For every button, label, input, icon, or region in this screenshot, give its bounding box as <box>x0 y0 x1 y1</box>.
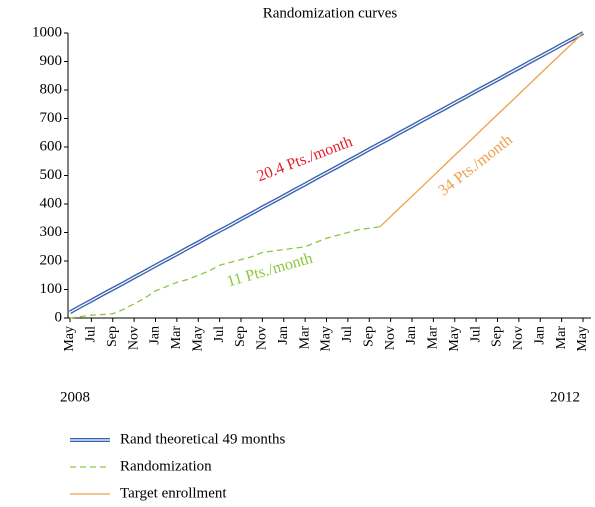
x-tick-label: May <box>319 326 334 352</box>
y-tick-label: 900 <box>40 53 63 69</box>
x-tick-label: Sep <box>490 326 505 347</box>
x-tick-label: Jul <box>84 326 99 342</box>
year-label: 2012 <box>550 389 580 405</box>
chart-title: Randomization curves <box>263 5 398 21</box>
y-tick-label: 700 <box>40 110 63 126</box>
x-tick-label: Mar <box>554 326 569 350</box>
y-tick-label: 1000 <box>32 24 62 40</box>
x-tick-label: Nov <box>126 326 141 350</box>
x-tick-label: Jul <box>212 326 227 342</box>
x-tick-label: Jan <box>276 326 291 345</box>
y-tick-label: 300 <box>40 224 63 240</box>
x-tick-label: Jul <box>340 326 355 342</box>
y-tick-label: 0 <box>55 309 63 325</box>
annotation: 20.4 Pts./month <box>255 133 355 185</box>
x-tick-label: Mar <box>169 326 184 350</box>
y-tick-label: 600 <box>40 138 63 154</box>
x-tick-label: Jan <box>404 326 419 345</box>
y-tick-label: 100 <box>40 281 63 297</box>
x-tick-label: Jan <box>148 326 163 345</box>
series-line-inner <box>69 32 584 313</box>
annotation: 11 Pts./month <box>225 250 315 291</box>
x-tick-label: Sep <box>105 326 120 347</box>
x-tick-label: Nov <box>255 326 270 350</box>
series-line <box>69 226 381 319</box>
series-line <box>379 32 584 228</box>
y-tick-label: 500 <box>40 167 63 183</box>
legend-label: Randomization <box>120 458 212 474</box>
x-tick-label: Mar <box>297 326 312 350</box>
x-tick-label: May <box>575 326 590 352</box>
x-tick-label: Nov <box>383 326 398 350</box>
annotation: 34 Pts./month <box>435 131 516 199</box>
year-label: 2008 <box>60 389 90 405</box>
x-tick-label: May <box>62 326 77 352</box>
legend-label: Target enrollment <box>120 485 227 501</box>
x-tick-label: May <box>447 326 462 352</box>
x-tick-label: Nov <box>511 326 526 350</box>
legend-label: Rand theoretical 49 months <box>120 431 286 447</box>
x-tick-label: Jan <box>532 326 547 345</box>
x-tick-label: Sep <box>233 326 248 347</box>
y-tick-label: 400 <box>40 195 63 211</box>
y-tick-label: 800 <box>40 81 63 97</box>
x-tick-label: May <box>190 326 205 352</box>
x-tick-label: Jul <box>468 326 483 342</box>
y-tick-label: 200 <box>40 252 63 268</box>
x-tick-label: Sep <box>361 326 376 347</box>
x-tick-label: Mar <box>426 326 441 350</box>
